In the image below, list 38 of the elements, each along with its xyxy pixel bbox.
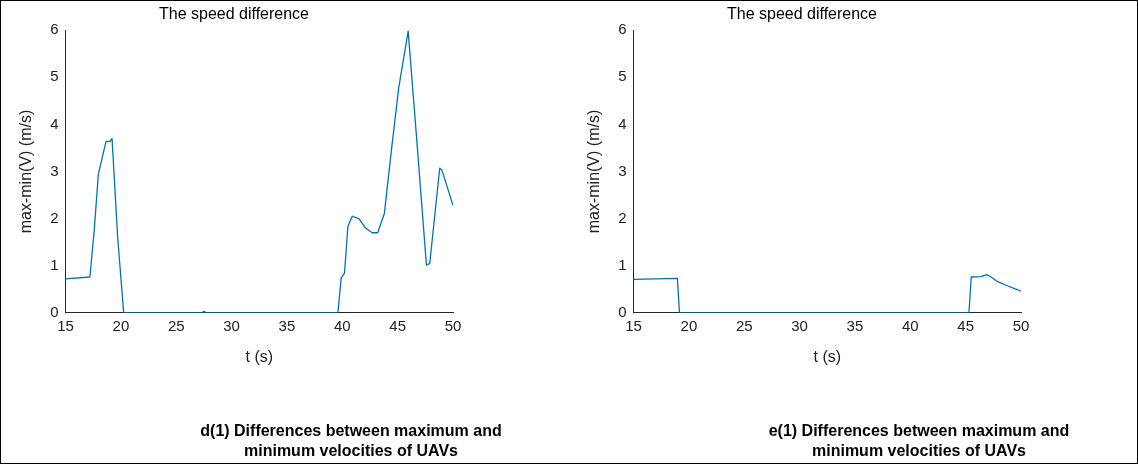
y-tick-label: 3 (618, 161, 627, 179)
y-tick-label: 6 (50, 20, 59, 38)
x-tick-label: 40 (333, 316, 351, 334)
y-tick-label: 2 (50, 208, 59, 226)
x-axis-title: t (s) (245, 347, 274, 365)
x-tick-label: 35 (846, 316, 864, 334)
x-axis-title: t (s) (813, 347, 842, 365)
x-tick-label: 20 (112, 316, 130, 334)
y-tick-label: 2 (618, 208, 627, 226)
x-tick-label: 35 (278, 316, 296, 334)
y-tick-label: 5 (618, 67, 627, 85)
x-tick-label: 50 (444, 316, 462, 334)
x-tick-label: 25 (735, 316, 753, 334)
text: e(1) Differences between maximum and minimum velocities of UAVs (767, 421, 1071, 461)
y-tick-label: 4 (50, 114, 59, 132)
y-tick-label: 1 (50, 255, 59, 273)
text: d(1) Differences between maximum and minimum velocities of UAVs (199, 421, 503, 461)
x-tick-label: 30 (791, 316, 808, 334)
y-axis-title: max-min(V) (m/s) (17, 109, 35, 234)
x-tick-label: 40 (901, 316, 919, 334)
chart-title: The speed difference (726, 5, 878, 23)
x-tick-label: 15 (625, 316, 642, 334)
x-tick-label: 25 (167, 316, 185, 334)
x-tick-label: 50 (1012, 316, 1030, 334)
y-tick-label: 3 (50, 161, 59, 179)
y-tick-label: 0 (50, 302, 59, 320)
y-tick-label: 0 (618, 302, 627, 320)
x-tick-label: 30 (223, 316, 240, 334)
x-tick-label: 45 (957, 316, 974, 334)
y-tick-label: 1 (618, 255, 627, 273)
y-axis-title: max-min(V) (m/s) (585, 109, 603, 234)
x-tick-label: 45 (389, 316, 406, 334)
x-tick-label: 20 (680, 316, 698, 334)
y-tick-label: 4 (618, 114, 627, 132)
y-tick-label: 6 (618, 20, 627, 38)
x-tick-label: 15 (57, 316, 74, 334)
chart-title: The speed difference (158, 5, 310, 23)
y-tick-label: 5 (50, 67, 59, 85)
